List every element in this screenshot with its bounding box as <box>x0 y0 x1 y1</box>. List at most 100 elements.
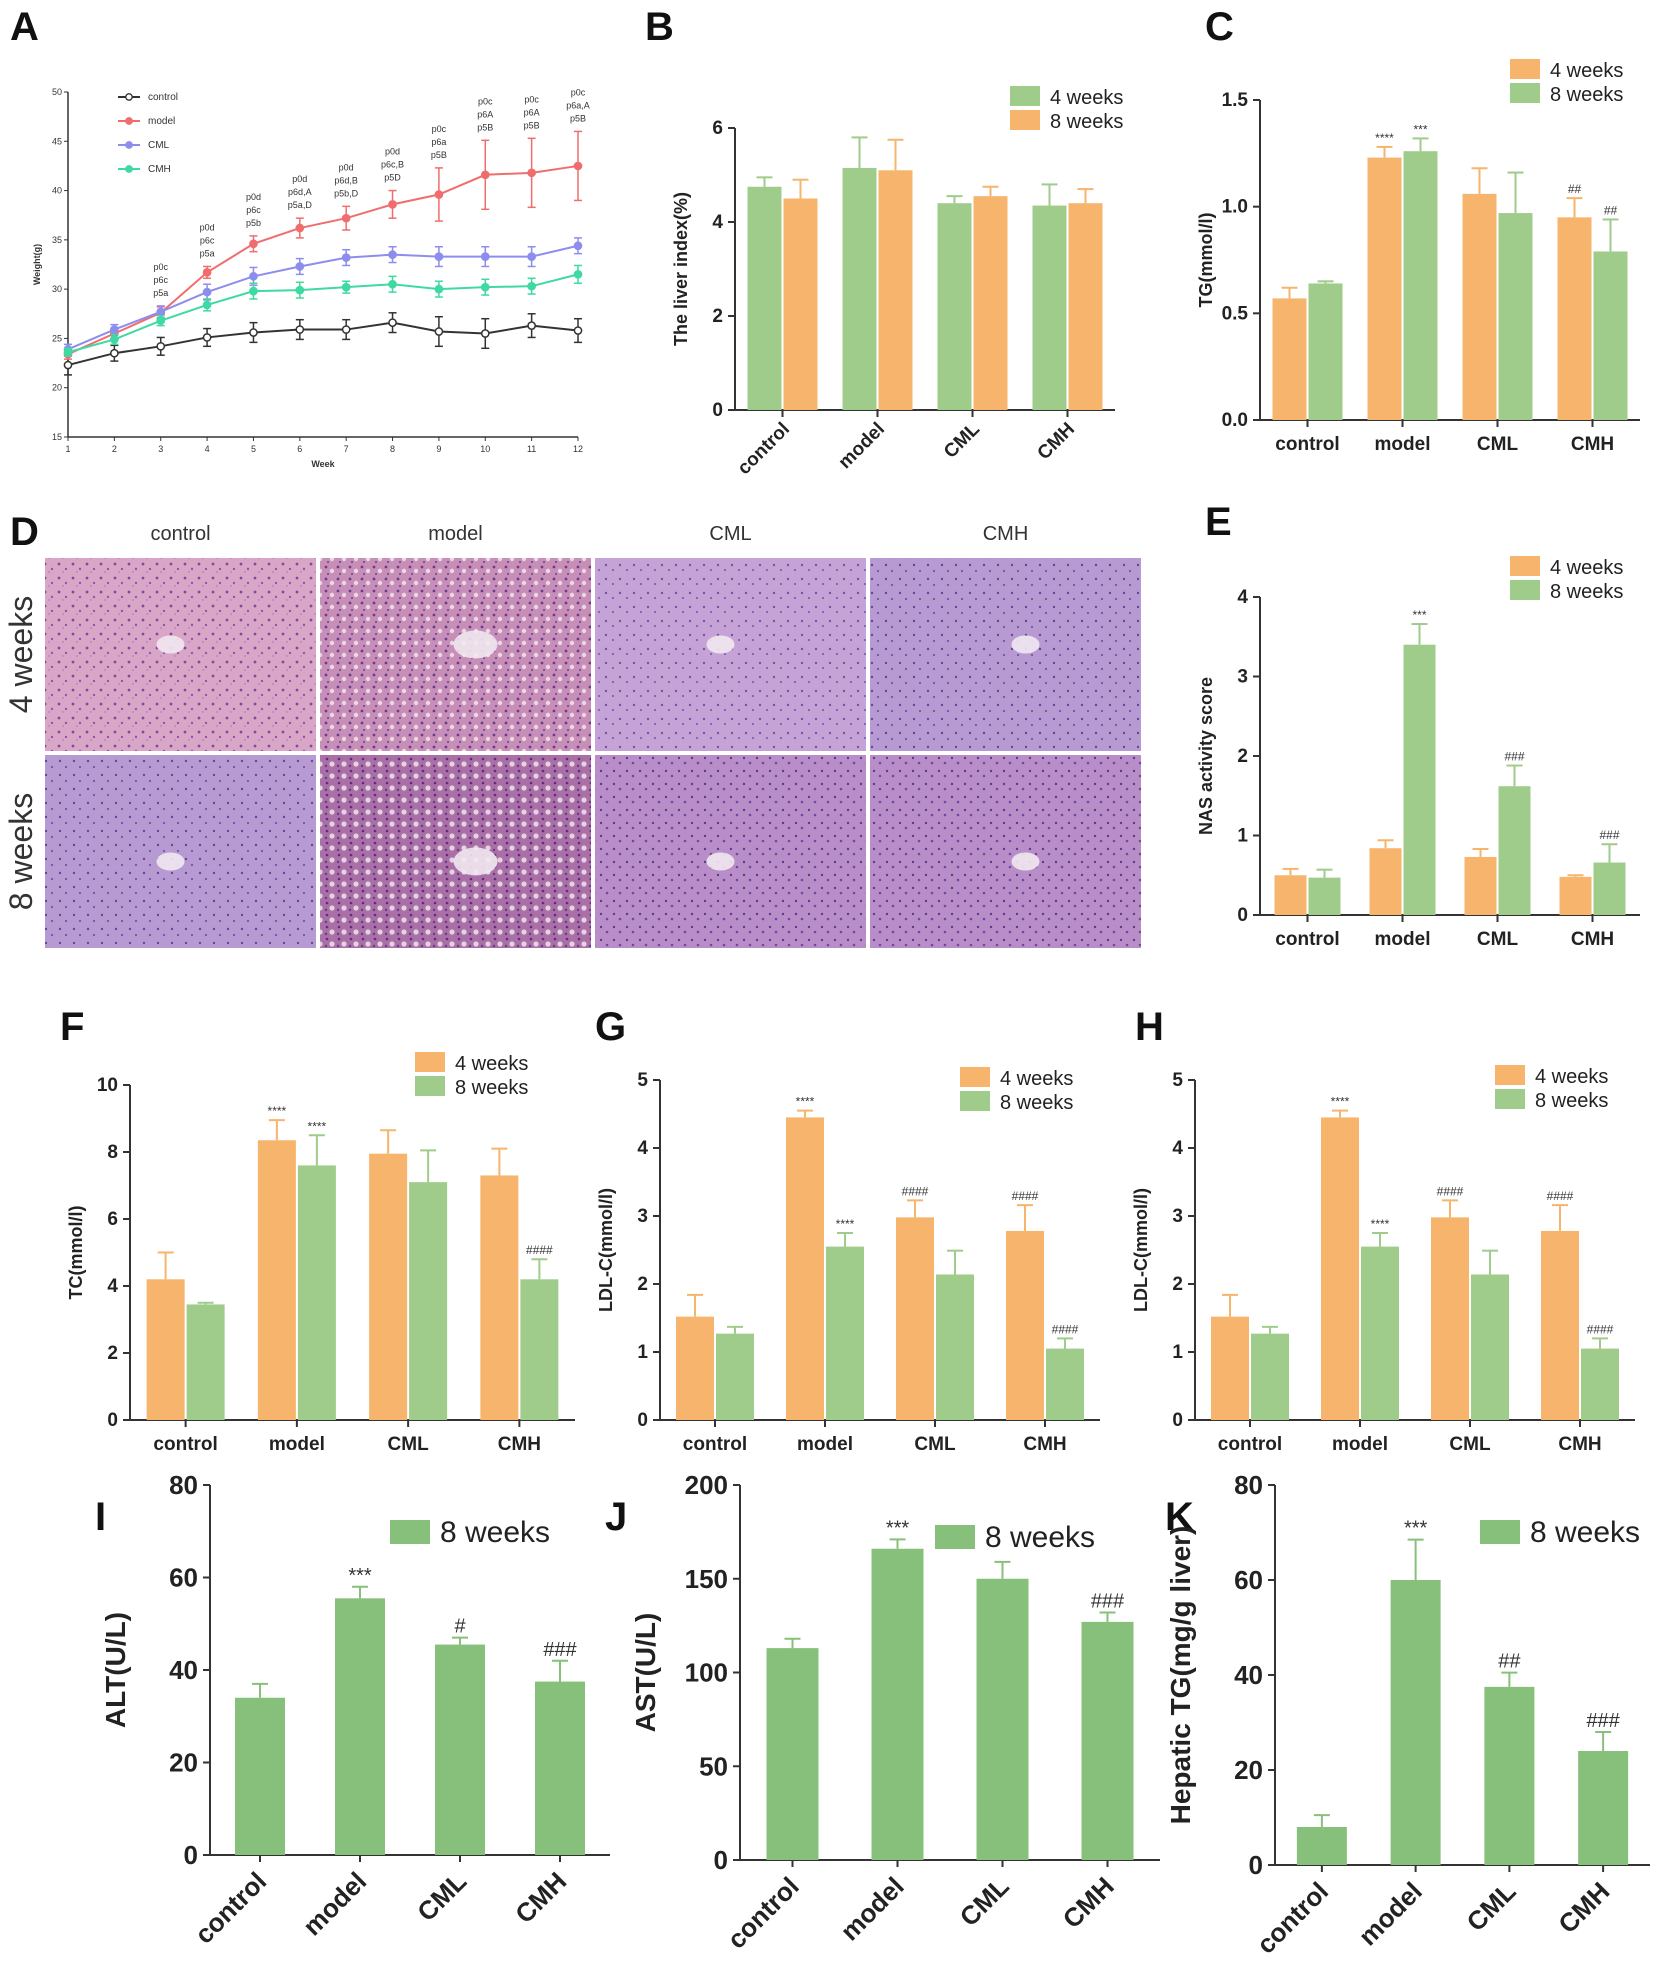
x-axis-label: Week <box>311 459 335 469</box>
legend-label: 4 weeks <box>1535 1066 1608 1088</box>
data-point <box>249 239 258 249</box>
y-tick-label: 0 <box>714 1845 728 1875</box>
data-point <box>341 253 351 262</box>
legend-label: 8 weeks <box>1530 1516 1640 1549</box>
x-tick-label: CMH <box>1034 419 1079 464</box>
row-label: 4 weeks <box>3 596 39 713</box>
legend-swatch <box>960 1091 990 1111</box>
x-tick-label: model <box>1332 1434 1388 1455</box>
panel-label: A <box>10 5 39 49</box>
bar <box>973 196 1008 410</box>
y-tick-label: 1.0 <box>1222 197 1248 218</box>
bar <box>1593 862 1626 915</box>
x-tick-label: CMH <box>1571 434 1614 455</box>
bar <box>146 1279 185 1420</box>
significance-label: #### <box>526 1243 553 1257</box>
x-tick-label: model <box>797 1434 853 1455</box>
bar <box>1541 1230 1579 1420</box>
bar <box>297 1165 336 1420</box>
bar <box>1032 205 1067 410</box>
x-tick-label: control <box>1275 929 1339 950</box>
data-point <box>434 252 444 261</box>
annotation: p5b <box>246 218 261 228</box>
bar <box>186 1304 225 1420</box>
x-tick-label: 5 <box>251 444 256 454</box>
legend-marker <box>125 141 133 149</box>
data-point <box>480 282 490 292</box>
data-point <box>156 307 166 317</box>
y-tick-label: 100 <box>685 1658 728 1688</box>
y-tick-label: 0 <box>1249 1850 1263 1880</box>
vein <box>1011 635 1040 654</box>
legend-label: 4 weeks <box>1000 1068 1073 1090</box>
x-tick-label: control <box>1218 1434 1282 1455</box>
panel-label: I <box>95 1495 106 1539</box>
y-tick-label: 2 <box>712 306 723 327</box>
y-tick-label: 0.5 <box>1222 303 1249 324</box>
y-tick-label: 2 <box>637 1274 648 1295</box>
significance-label: # <box>454 1616 466 1638</box>
data-point <box>388 200 397 209</box>
bar <box>535 1681 585 1855</box>
x-tick-label: CMH <box>498 1434 541 1455</box>
series-line <box>67 273 579 354</box>
bar <box>1367 157 1402 420</box>
significance-label: *** <box>348 1565 372 1587</box>
bar <box>335 1598 385 1855</box>
data-point <box>480 252 490 261</box>
data-point <box>388 318 397 328</box>
significance-label: **** <box>308 1119 327 1133</box>
micrograph <box>595 558 866 751</box>
annotation: p5B <box>570 113 586 123</box>
panel-K: K 0 20 40 60 80 Hepatic TG(mg/g liver) control m… <box>1165 1470 1650 1960</box>
data-point <box>573 326 583 335</box>
annotation: p5a,D <box>288 200 313 210</box>
significance-label: #### <box>902 1184 929 1198</box>
legend-swatch <box>1480 1520 1520 1544</box>
annotation: p5B <box>431 150 447 160</box>
significance-label: #### <box>1547 1189 1574 1203</box>
significance-label: #### <box>1587 1322 1614 1336</box>
bar <box>1593 251 1628 420</box>
annotation: p0d <box>292 174 307 184</box>
data-point <box>295 285 305 295</box>
x-tick-label: CML <box>388 1434 430 1455</box>
x-tick-label: 1 <box>65 444 70 454</box>
row-label: 8 weeks <box>3 793 39 910</box>
x-tick-label: CMH <box>509 1866 572 1929</box>
vein <box>1011 852 1040 871</box>
micrograph <box>870 755 1141 948</box>
y-tick-label: 2 <box>1172 1274 1183 1295</box>
y-tick-label: 2 <box>1237 746 1248 767</box>
data-point <box>202 287 212 297</box>
bar <box>936 1274 974 1420</box>
x-tick-label: CML <box>1477 929 1519 950</box>
y-tick-label: 6 <box>712 118 723 139</box>
annotation: p6A <box>524 107 540 117</box>
panel-label: B <box>645 5 674 49</box>
bar <box>1296 1827 1347 1865</box>
y-tick-label: 0 <box>107 1410 118 1431</box>
legend-label: 8 weeks <box>985 1521 1095 1554</box>
significance-label: ### <box>1586 1710 1620 1732</box>
panel-G: G 0 1 2 3 4 5 LDL-C(mmol/l) control model **** ****… <box>595 1005 1100 1455</box>
panel-label: C <box>1205 5 1234 49</box>
annotation: p6a <box>431 137 446 147</box>
data-point <box>527 281 536 291</box>
y-axis-label: Hepatic TG(mg/g liver) <box>1165 1526 1196 1825</box>
legend-label: 8 weeks <box>1550 84 1623 106</box>
significance-label: **** <box>268 1104 287 1118</box>
legend-label: 8 weeks <box>1535 1090 1608 1112</box>
bar <box>1046 1348 1084 1420</box>
annotation: p6d,A <box>288 187 312 197</box>
data-point <box>202 268 212 277</box>
significance-label: *** <box>886 1517 910 1539</box>
x-tick-label: control <box>683 1434 747 1455</box>
legend-swatch <box>415 1076 445 1096</box>
annotation: p6c <box>246 205 261 215</box>
y-axis-label: The liver index(%) <box>671 192 691 346</box>
bar <box>1390 1580 1441 1865</box>
x-tick-label: CML <box>1449 1434 1491 1455</box>
y-tick-label: 5 <box>637 1070 648 1091</box>
